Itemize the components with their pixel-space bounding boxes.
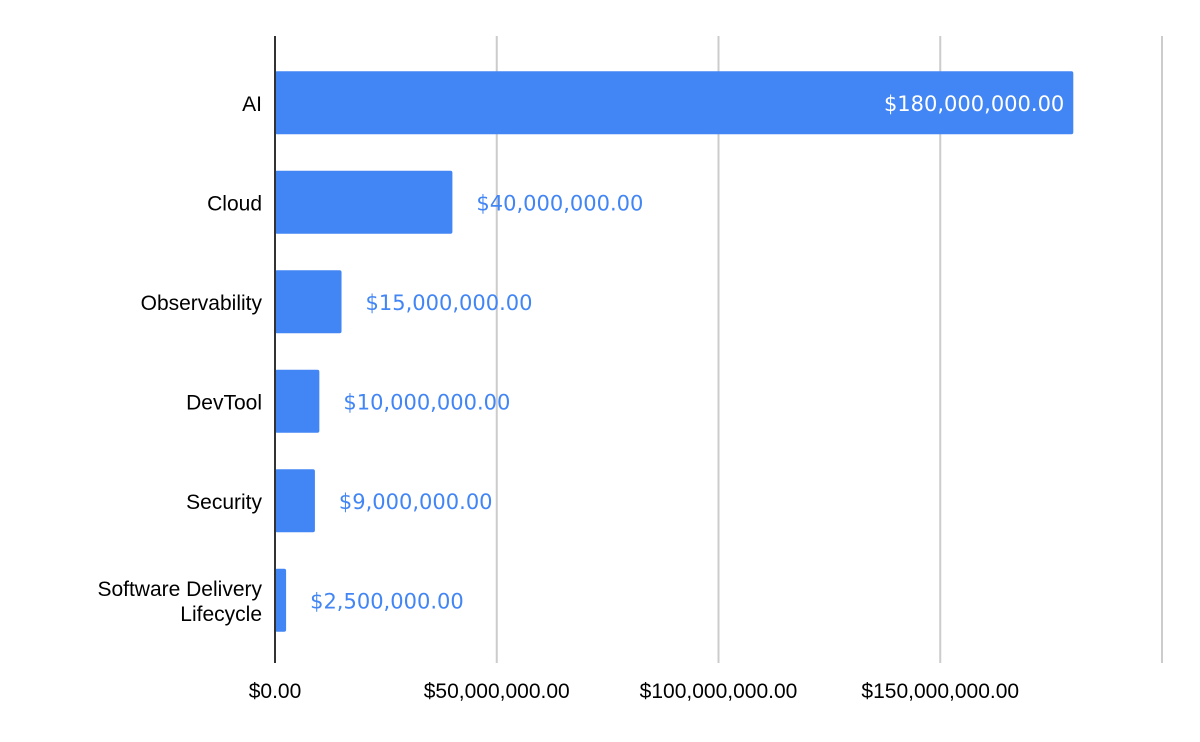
bar [275,568,287,632]
x-tick-label: $150,000,000.00 [861,680,1019,703]
category-label: Observability [141,292,263,315]
grid-lines [495,36,1163,663]
category-label: Security [186,491,262,514]
data-label: $40,000,000.00 [476,191,643,215]
bar [275,369,320,433]
data-label: $9,000,000.00 [339,490,493,514]
x-tick-label: $50,000,000.00 [424,680,570,703]
category-label: Software Delivery [97,578,262,601]
data-labels-group: $180,000,000.00 $40,000,000.00 $15,000,000… [310,92,1064,614]
x-tick-label: $0.00 [249,680,302,703]
data-label: $10,000,000.00 [343,390,510,414]
bar [275,469,315,533]
data-label: $15,000,000.00 [366,291,533,315]
category-label: AI [242,93,262,116]
data-label: $180,000,000.00 [884,92,1064,116]
bar [275,71,1074,135]
bar [275,170,453,234]
x-tick-label: $100,000,000.00 [640,680,798,703]
category-label: DevTool [186,391,262,414]
category-label: Cloud [207,192,262,215]
x-tick-labels-group: $0.00 $50,000,000.00 $100,000,000.00 $150,0… [249,680,1019,703]
category-label: Lifecycle [180,603,262,626]
data-label: $2,500,000.00 [310,589,464,613]
category-labels-group: AI Cloud Observability DevTool Security Softw… [97,93,262,626]
bar [275,270,342,334]
bars-group [275,71,1074,632]
